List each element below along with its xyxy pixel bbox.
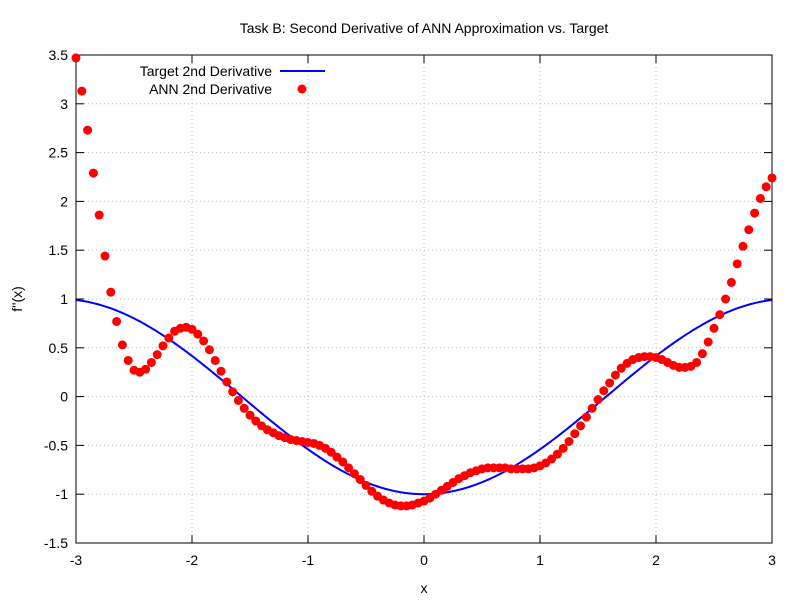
data-point-ann	[228, 387, 238, 397]
data-point-ann	[233, 396, 243, 405]
data-point-ann	[152, 350, 162, 360]
y-tick-label: 1.5	[49, 242, 69, 258]
axis-ticks: -3 -2 -1 0 1 2 3 -1.5 -1 -0.5 0 0.5 1 1.5 2 2.5 3 3.5	[44, 47, 776, 568]
data-point-ann	[767, 173, 777, 183]
legend-label-target: Target 2nd Derivative	[140, 63, 273, 79]
data-point-ann	[361, 480, 371, 490]
data-point-ann	[344, 463, 354, 473]
data-point-ann	[744, 225, 754, 235]
data-point-ann	[245, 410, 255, 420]
data-point-ann	[692, 357, 702, 367]
data-point-ann	[750, 208, 760, 218]
x-tick-label: 0	[420, 552, 428, 568]
data-point-ann	[576, 421, 586, 431]
data-point-ann	[558, 443, 568, 453]
data-point-ann	[587, 403, 597, 413]
x-tick-label: -1	[302, 552, 315, 568]
data-point-ann	[146, 357, 156, 367]
x-axis-label: x	[421, 580, 428, 596]
y-tick-label: 3.5	[49, 47, 69, 63]
data-point-ann	[83, 125, 93, 135]
data-point-ann	[193, 329, 203, 339]
data-point-ann	[71, 53, 81, 63]
data-point-ann	[355, 475, 365, 485]
data-point-ann	[761, 182, 771, 192]
y-tick-label: -0.5	[44, 437, 68, 453]
data-point-ann	[610, 370, 620, 380]
data-point-ann	[112, 316, 122, 326]
data-point-ann	[755, 193, 765, 203]
data-point-ann	[88, 168, 98, 178]
data-point-ann	[222, 377, 232, 387]
y-tick-label: 1	[60, 291, 68, 307]
data-point-ann	[593, 395, 603, 405]
y-tick-label: 0.5	[49, 340, 69, 356]
x-tick-label: 3	[768, 552, 776, 568]
data-point-ann	[552, 449, 562, 459]
y-tick-label: 2	[60, 193, 68, 209]
data-point-ann	[605, 378, 615, 388]
data-point-ann	[100, 251, 110, 261]
x-tick-label: -3	[70, 552, 83, 568]
data-point-ann	[216, 366, 226, 376]
data-point-ann	[117, 340, 127, 350]
data-point-ann	[570, 429, 580, 439]
data-point-ann	[564, 437, 574, 446]
data-point-ann	[732, 259, 742, 269]
data-point-ann	[77, 86, 87, 96]
y-tick-label: 3	[60, 96, 68, 112]
data-point-ann	[703, 337, 713, 347]
data-point-ann	[141, 364, 151, 374]
data-point-ann	[338, 457, 348, 467]
y-axis-label: f''(x)	[9, 286, 25, 312]
data-point-ann	[349, 469, 359, 479]
x-tick-label: -2	[186, 552, 199, 568]
y-tick-label: 0	[60, 389, 68, 405]
data-point-ann	[158, 341, 168, 351]
y-tick-label: -1	[56, 486, 69, 502]
data-point-ann	[697, 349, 707, 359]
legend: Target 2nd Derivative ANN 2nd Derivative	[140, 63, 325, 97]
data-point-ann	[164, 333, 174, 343]
data-point-ann	[709, 323, 719, 333]
legend-label-ann: ANN 2nd Derivative	[149, 81, 272, 97]
data-point-ann	[199, 336, 209, 346]
y-tick-label: 2.5	[49, 145, 69, 161]
data-point-ann	[599, 386, 609, 396]
data-point-ann	[581, 412, 591, 422]
data-point-ann	[123, 355, 133, 365]
data-point-ann	[106, 287, 116, 297]
legend-swatch-ann	[297, 84, 307, 94]
data-point-ann	[204, 345, 214, 355]
x-tick-label: 1	[536, 552, 544, 568]
data-point-ann	[726, 277, 736, 287]
data-point-ann	[721, 294, 731, 304]
data-point-ann	[738, 241, 748, 251]
plot-area	[71, 53, 777, 511]
data-point-ann	[239, 403, 249, 413]
y-tick-label: -1.5	[44, 535, 68, 551]
data-point-ann	[210, 355, 220, 365]
data-point-ann	[715, 310, 725, 320]
x-tick-label: 2	[652, 552, 660, 568]
chart-title: Task B: Second Derivative of ANN Approxi…	[240, 20, 609, 36]
data-point-ann	[94, 210, 104, 220]
